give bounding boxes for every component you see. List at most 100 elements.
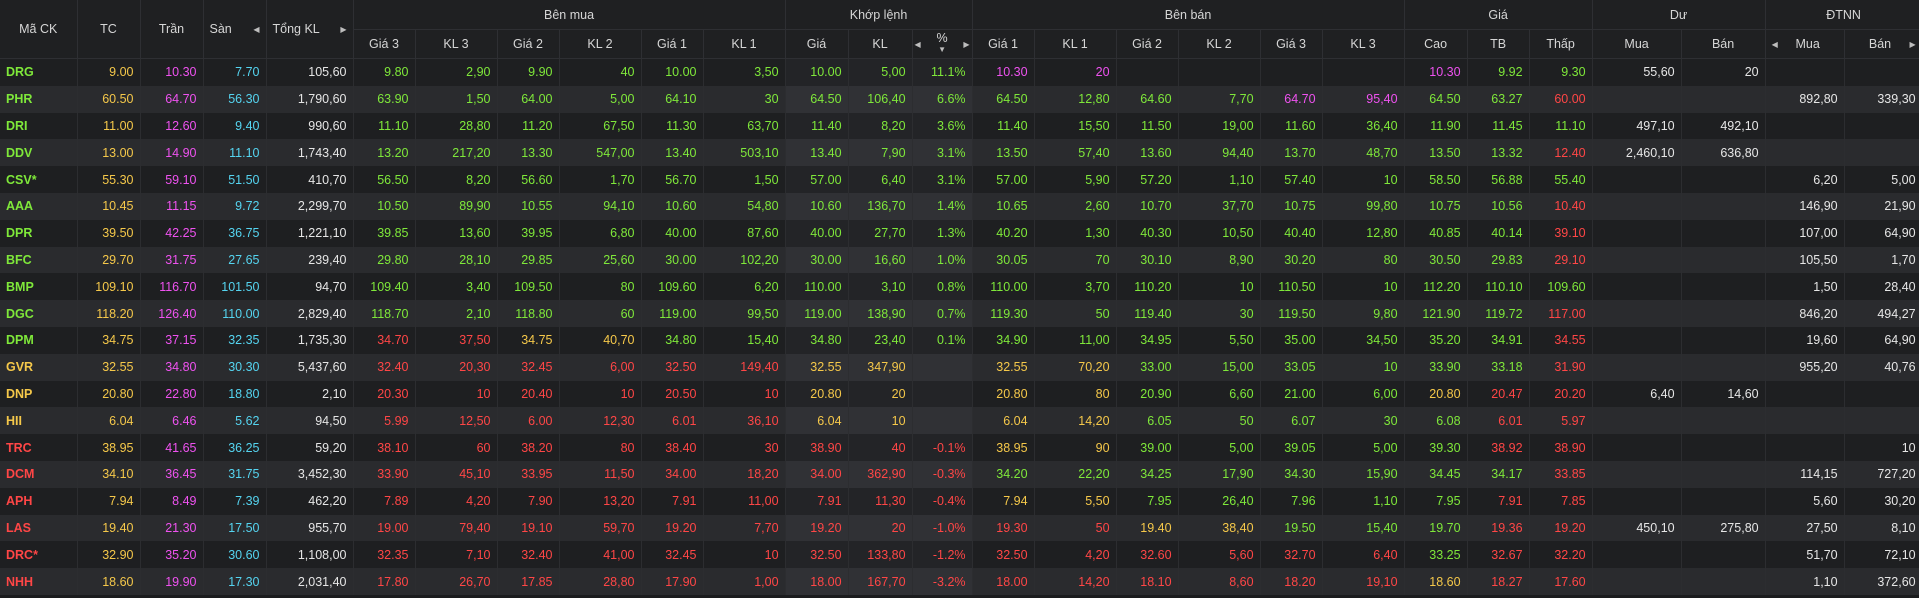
sell-cell[interactable]: 10.65: [972, 192, 1035, 220]
table-row[interactable]: DPM 34.75 37.15 32.35 1,735,30 34.70 37,50 34.7…: [0, 326, 1919, 354]
buy-cell[interactable]: 99,50: [703, 300, 786, 327]
buy-cell[interactable]: 17.85: [497, 568, 560, 595]
sell-cell[interactable]: 3,70: [1034, 273, 1117, 301]
col-header-match-2[interactable]: KL: [848, 29, 913, 59]
buy-cell[interactable]: 34.00: [641, 460, 704, 488]
buy-cell[interactable]: 63,70: [703, 112, 786, 140]
sell-cell[interactable]: 64.60: [1116, 85, 1179, 113]
sell-cell[interactable]: 14,20: [1034, 407, 1117, 435]
sell-cell[interactable]: 32.55: [972, 353, 1035, 381]
buy-cell[interactable]: 30: [703, 85, 786, 113]
sell-cell[interactable]: 19,00: [1178, 112, 1261, 140]
buy-cell[interactable]: 56.60: [497, 166, 560, 193]
sell-cell[interactable]: 12,80: [1034, 85, 1117, 113]
sell-cell[interactable]: 30: [1322, 407, 1405, 435]
buy-cell[interactable]: 2,90: [415, 58, 498, 86]
col-header-price-3[interactable]: Thấp: [1529, 29, 1593, 59]
sell-cell[interactable]: 50: [1178, 407, 1261, 435]
sell-cell[interactable]: 22,20: [1034, 460, 1117, 488]
sell-cell[interactable]: 11.50: [1116, 112, 1179, 140]
buy-cell[interactable]: 60: [559, 300, 642, 327]
sell-cell[interactable]: 32.50: [972, 541, 1035, 569]
buy-cell[interactable]: 20.50: [641, 380, 704, 408]
buy-cell[interactable]: 12,50: [415, 407, 498, 435]
buy-cell[interactable]: 11,50: [559, 460, 642, 488]
sell-cell[interactable]: 10.70: [1116, 192, 1179, 220]
col-header-buy-5[interactable]: Giá 1: [641, 29, 704, 59]
buy-cell[interactable]: 56.70: [641, 166, 704, 193]
buy-cell[interactable]: 118.80: [497, 300, 560, 327]
symbol-cell[interactable]: GVR: [0, 353, 78, 381]
symbol-cell[interactable]: HII: [0, 407, 78, 435]
buy-cell[interactable]: 6,00: [559, 353, 642, 381]
table-row[interactable]: BFC 29.70 31.75 27.65 239,40 29.80 28,10 29.85 2…: [0, 246, 1919, 274]
sell-cell[interactable]: 64.50: [972, 85, 1035, 113]
buy-cell[interactable]: 8,20: [415, 166, 498, 193]
buy-cell[interactable]: 64.00: [497, 85, 560, 113]
table-row[interactable]: DRG 9.00 10.30 7.70 105,60 9.80 2,90 9.90 40 10.0…: [0, 58, 1919, 86]
sell-cell[interactable]: 19,10: [1322, 568, 1405, 595]
sell-cell[interactable]: 30.10: [1116, 246, 1179, 274]
sell-cell[interactable]: 15,90: [1322, 460, 1405, 488]
table-row[interactable]: BMP 109.10 116.70 101.50 94,70 109.40 3,40 109.…: [0, 273, 1919, 301]
symbol-cell[interactable]: LAS: [0, 514, 78, 542]
sell-cell[interactable]: 14,20: [1034, 568, 1117, 595]
buy-cell[interactable]: 10: [703, 380, 786, 408]
sell-cell[interactable]: 34.90: [972, 326, 1035, 354]
sell-cell[interactable]: 34.30: [1260, 460, 1323, 488]
sell-cell[interactable]: 18.00: [972, 568, 1035, 595]
symbol-cell[interactable]: APH: [0, 487, 78, 515]
sort-left-icon[interactable]: ◀: [914, 39, 921, 49]
symbol-cell[interactable]: DGC: [0, 300, 78, 327]
buy-cell[interactable]: 32.45: [497, 353, 560, 381]
col-header-surplus-sell[interactable]: Bán: [1681, 29, 1766, 59]
buy-cell[interactable]: 29.80: [353, 246, 416, 274]
buy-cell[interactable]: 56.50: [353, 166, 416, 193]
sell-cell[interactable]: 10.30: [972, 58, 1035, 86]
buy-cell[interactable]: 80: [559, 434, 642, 461]
buy-cell[interactable]: 13.40: [641, 139, 704, 167]
sell-cell[interactable]: 18.20: [1260, 568, 1323, 595]
buy-cell[interactable]: 32.40: [353, 353, 416, 381]
buy-cell[interactable]: 11.10: [353, 112, 416, 140]
col-header-sell-6[interactable]: KL 3: [1322, 29, 1405, 59]
buy-cell[interactable]: 12,30: [559, 407, 642, 435]
buy-cell[interactable]: 2,10: [415, 300, 498, 327]
sell-cell[interactable]: 57,40: [1034, 139, 1117, 167]
sell-cell[interactable]: 11.40: [972, 112, 1035, 140]
sell-cell[interactable]: 10: [1178, 273, 1261, 301]
buy-cell[interactable]: 79,40: [415, 514, 498, 542]
buy-cell[interactable]: 109.40: [353, 273, 416, 301]
sell-cell[interactable]: 15,50: [1034, 112, 1117, 140]
table-row[interactable]: DRI 11.00 12.60 9.40 990,60 11.10 28,80 11.20 67…: [0, 112, 1919, 140]
symbol-cell[interactable]: DPM: [0, 326, 78, 354]
buy-cell[interactable]: 36,10: [703, 407, 786, 435]
buy-cell[interactable]: 11.30: [641, 112, 704, 140]
buy-cell[interactable]: 34.70: [353, 326, 416, 354]
buy-cell[interactable]: 40,70: [559, 326, 642, 354]
table-row[interactable]: NHH 18.60 19.90 17.30 2,031,40 17.80 26,70 17.8…: [0, 568, 1919, 595]
buy-cell[interactable]: 32.35: [353, 541, 416, 569]
buy-cell[interactable]: 118.70: [353, 300, 416, 327]
col-header-ref[interactable]: TC: [77, 0, 141, 59]
sell-cell[interactable]: 2,60: [1034, 192, 1117, 220]
buy-cell[interactable]: 15,40: [703, 326, 786, 354]
buy-cell[interactable]: 10: [415, 380, 498, 408]
sort-right-icon[interactable]: ▶: [1909, 39, 1916, 49]
symbol-cell[interactable]: TRC: [0, 434, 78, 461]
buy-cell[interactable]: 94,10: [559, 192, 642, 220]
symbol-cell[interactable]: DRI: [0, 112, 78, 140]
sell-cell[interactable]: 40.40: [1260, 219, 1323, 247]
sell-cell[interactable]: 15,00: [1178, 353, 1261, 381]
buy-cell[interactable]: 7.89: [353, 487, 416, 515]
col-header-sell-1[interactable]: Giá 1: [972, 29, 1035, 59]
table-row[interactable]: TRC 38.95 41.65 36.25 59,20 38.10 60 38.20 80 38.…: [0, 434, 1919, 461]
sell-cell[interactable]: 38,40: [1178, 514, 1261, 542]
buy-cell[interactable]: 37,50: [415, 326, 498, 354]
col-header-buy-2[interactable]: KL 3: [415, 29, 498, 59]
buy-cell[interactable]: 39.95: [497, 219, 560, 247]
sell-cell[interactable]: 1,10: [1178, 166, 1261, 193]
symbol-cell[interactable]: BMP: [0, 273, 78, 301]
sell-cell[interactable]: 94,40: [1178, 139, 1261, 167]
sell-cell[interactable]: 34,50: [1322, 326, 1405, 354]
